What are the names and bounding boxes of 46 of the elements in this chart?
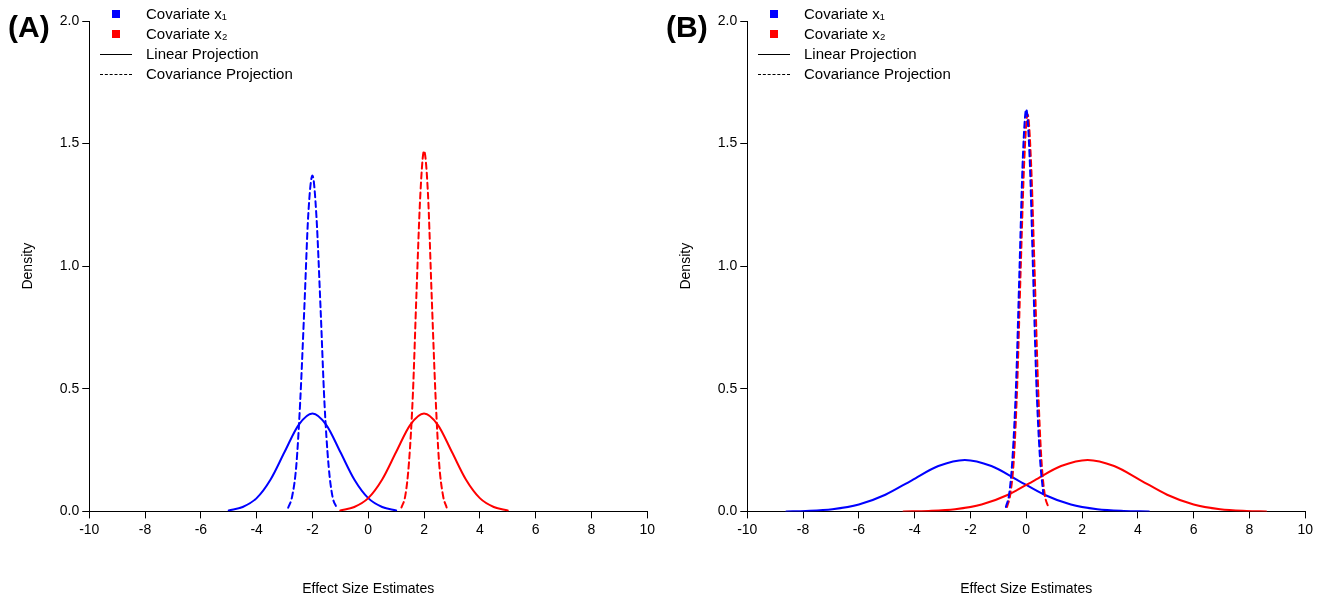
legend-label: Covariate x₁ — [804, 4, 885, 24]
chart-title: (A) — [8, 10, 50, 44]
chart-title: (B) — [666, 10, 708, 44]
y-tick-label: 1.5 — [717, 134, 738, 151]
x-tick-label: 6 — [1189, 520, 1198, 537]
x-tick-label: 10 — [1297, 520, 1314, 537]
x-tick-label: 0 — [1022, 520, 1031, 537]
x-tick-label: -6 — [194, 520, 208, 537]
y-tick-label: 0.0 — [59, 502, 80, 519]
y-tick-label: 0.5 — [717, 379, 738, 396]
x-tick-label: 0 — [364, 520, 373, 537]
x-tick-label: 4 — [475, 520, 484, 537]
x-tick-label: -10 — [79, 520, 100, 537]
x-tick-label: -10 — [737, 520, 758, 537]
x-tick-label: 4 — [1133, 520, 1142, 537]
annotation: Linear Projection — [146, 44, 259, 64]
y-tick-label: 1.5 — [59, 134, 80, 151]
y-tick-label: 0.5 — [59, 379, 80, 396]
x-tick-label: -8 — [796, 520, 810, 537]
x-tick-label: -4 — [250, 520, 264, 537]
y-tick-label: 2.0 — [59, 11, 80, 28]
legend-label: Covariate x₂ — [146, 24, 228, 44]
x-tick-label: 10 — [639, 520, 656, 537]
annotation: Linear Projection — [804, 44, 917, 64]
y-axis-title: Density — [677, 242, 694, 290]
x-tick-label: -4 — [908, 520, 922, 537]
y-tick-label: 1.0 — [717, 257, 738, 274]
y-axis-title: Density — [19, 242, 36, 290]
y-tick-label: 0.0 — [717, 502, 738, 519]
x-tick-label: -8 — [138, 520, 152, 537]
x-tick-label: -6 — [852, 520, 866, 537]
x-tick-label: 2 — [1078, 520, 1087, 537]
x-tick-label: 8 — [587, 520, 596, 537]
x-axis-title: Effect Size Estimates — [960, 580, 1093, 597]
x-tick-label: 6 — [531, 520, 540, 537]
legend-label: Covariate x₂ — [804, 24, 886, 44]
x-tick-label: -2 — [964, 520, 977, 537]
x-tick-label: 2 — [420, 520, 429, 537]
x-tick-label: -2 — [306, 520, 319, 537]
x-axis-title: Effect Size Estimates — [302, 580, 435, 597]
y-tick-label: 1.0 — [59, 257, 80, 274]
x-tick-label: 8 — [1245, 520, 1254, 537]
legend-label: Covariate x₁ — [146, 4, 227, 24]
y-tick-label: 2.0 — [717, 11, 738, 28]
annotation: Covariance Projection — [804, 64, 951, 84]
annotation: Covariance Projection — [146, 64, 293, 84]
